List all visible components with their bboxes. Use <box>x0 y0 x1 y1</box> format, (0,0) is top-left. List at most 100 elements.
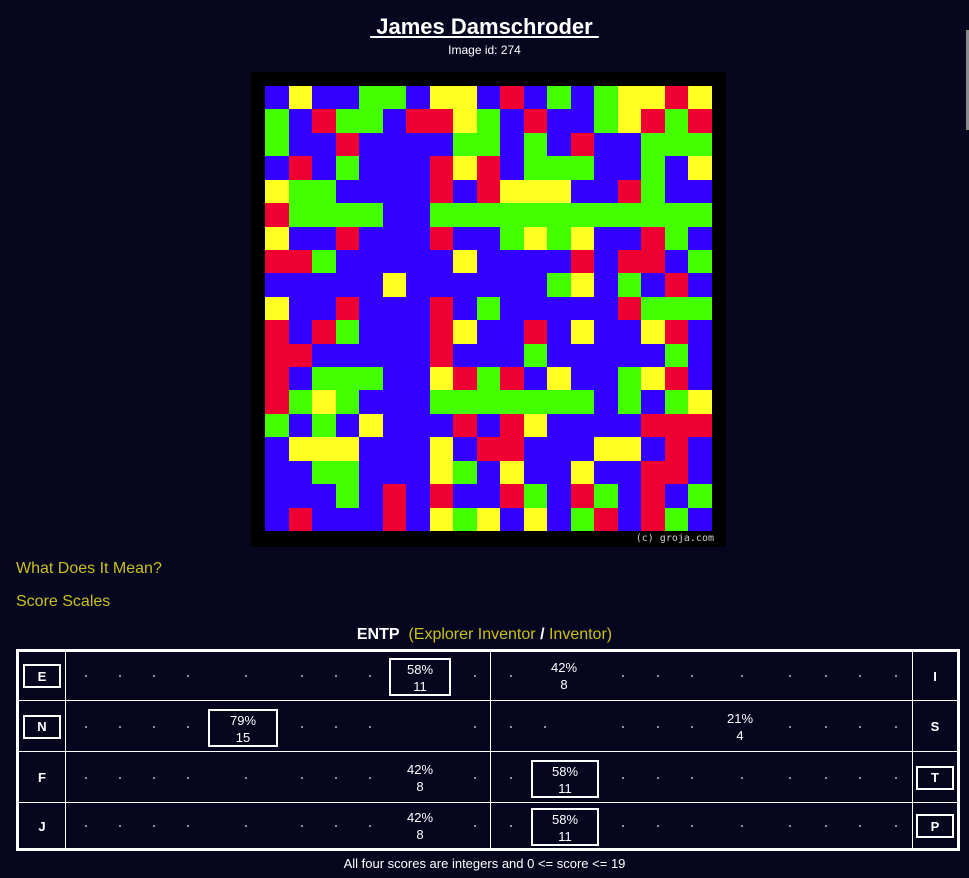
pixel-cell <box>664 507 689 531</box>
left-score: 58% 11 <box>389 658 451 696</box>
pixel-cell <box>500 156 524 180</box>
pixel-cell <box>641 413 665 438</box>
pixel-cell <box>500 367 524 391</box>
pixel-cell <box>617 367 642 391</box>
score-table: E I 58% 11 42% 8 N S 79% 15 21% 4 F T 42% 8 58% 11 J P 42% 8 5… <box>16 649 960 851</box>
pixel-cell <box>547 484 571 508</box>
pixel-cell <box>359 343 383 368</box>
pixel-cell <box>664 86 689 110</box>
pixel-cell <box>429 249 454 274</box>
pixel-cell <box>453 179 477 204</box>
pixel-cell <box>500 413 524 438</box>
pixel-cell <box>641 437 665 461</box>
pixel-cell <box>476 203 501 227</box>
pixel-cell <box>453 320 477 344</box>
pixel-cell <box>594 437 618 461</box>
pixel-cell <box>570 413 595 438</box>
pixel-cell <box>547 273 571 297</box>
scale-dot <box>474 725 476 728</box>
scale-dot <box>474 825 476 827</box>
pixel-cell <box>641 273 665 297</box>
pixel-cell <box>382 484 407 508</box>
pixel-cell <box>312 86 336 110</box>
pixel-cell <box>288 320 313 344</box>
scrollbar[interactable] <box>966 30 969 130</box>
pixel-cell <box>359 203 383 227</box>
pixel-cell <box>664 156 689 180</box>
pixel-cell <box>594 132 618 157</box>
pixel-cell <box>359 367 383 391</box>
pixel-cell <box>265 156 289 180</box>
pixel-cell <box>500 179 524 204</box>
pixel-cell <box>570 203 595 227</box>
pixel-cell <box>453 343 477 368</box>
scale-dot <box>622 675 624 677</box>
pixel-cell <box>547 179 571 204</box>
pixel-cell <box>664 109 689 133</box>
pixel-cell <box>500 320 524 344</box>
pixel-cell <box>547 203 571 227</box>
scale-dot <box>510 776 512 779</box>
pixel-cell <box>335 226 360 250</box>
pixel-cell <box>265 86 289 110</box>
pixel-cell <box>265 132 289 157</box>
pixel-cell <box>312 273 336 297</box>
scale-dot <box>657 725 659 728</box>
pixel-cell <box>382 249 407 274</box>
pixel-cell <box>688 179 712 204</box>
pixel-cell <box>453 86 477 110</box>
pixel-cell <box>523 156 548 180</box>
scale-dot <box>544 725 546 728</box>
pixel-cell <box>570 507 595 531</box>
secondary-type-link[interactable]: Inventor <box>548 626 607 643</box>
pixel-cell <box>265 273 289 297</box>
pixel-cell <box>641 156 665 180</box>
score-scales-link[interactable]: Score Scales <box>16 593 111 610</box>
scale-dot <box>85 675 87 677</box>
scale-dot <box>895 675 897 677</box>
pixel-cell <box>617 343 642 368</box>
pixel-cell <box>382 226 407 250</box>
pixel-cell <box>476 156 501 180</box>
what-does-it-mean-link[interactable]: What Does It Mean? <box>16 560 162 577</box>
pixel-cell <box>617 109 642 133</box>
pixel-cell <box>547 343 571 368</box>
pixel-cell <box>406 86 430 110</box>
pixel-cell <box>641 132 665 157</box>
pixel-cell <box>265 367 289 391</box>
pixel-cell <box>547 226 571 250</box>
pixel-cell <box>288 109 313 133</box>
pixel-cell <box>453 109 477 133</box>
scale-dot <box>789 675 791 677</box>
pixel-cell <box>453 156 477 180</box>
scale-dot <box>510 725 512 728</box>
scale-dot <box>85 825 87 827</box>
pixel-cell <box>429 109 454 133</box>
pixel-cell <box>312 343 336 368</box>
pixel-cell <box>547 296 571 321</box>
pixel-cell <box>500 86 524 110</box>
pixel-cell <box>617 296 642 321</box>
pixel-cell <box>265 203 289 227</box>
pixel-cell <box>288 203 313 227</box>
pixel-cell <box>476 484 501 508</box>
pixel-cell <box>523 296 548 321</box>
pixel-cell <box>288 367 313 391</box>
scale-dot <box>369 825 371 827</box>
primary-type-link[interactable]: Explorer Inventor <box>413 626 536 643</box>
score-percent: 58% <box>551 812 579 827</box>
pixel-cell <box>664 249 689 274</box>
pixel-cell <box>476 132 501 157</box>
pixel-cell <box>688 273 712 297</box>
pixel-cell <box>429 390 454 414</box>
pixel-cell <box>688 507 712 531</box>
pixel-cell <box>406 203 430 227</box>
pixel-cell <box>523 437 548 461</box>
pixel-cell <box>429 203 454 227</box>
pixel-cell <box>453 367 477 391</box>
pixel-cell <box>312 413 336 438</box>
table-divider <box>65 652 66 700</box>
pixel-cell <box>594 156 618 180</box>
scale-dot <box>741 776 743 779</box>
pixel-cell <box>500 437 524 461</box>
